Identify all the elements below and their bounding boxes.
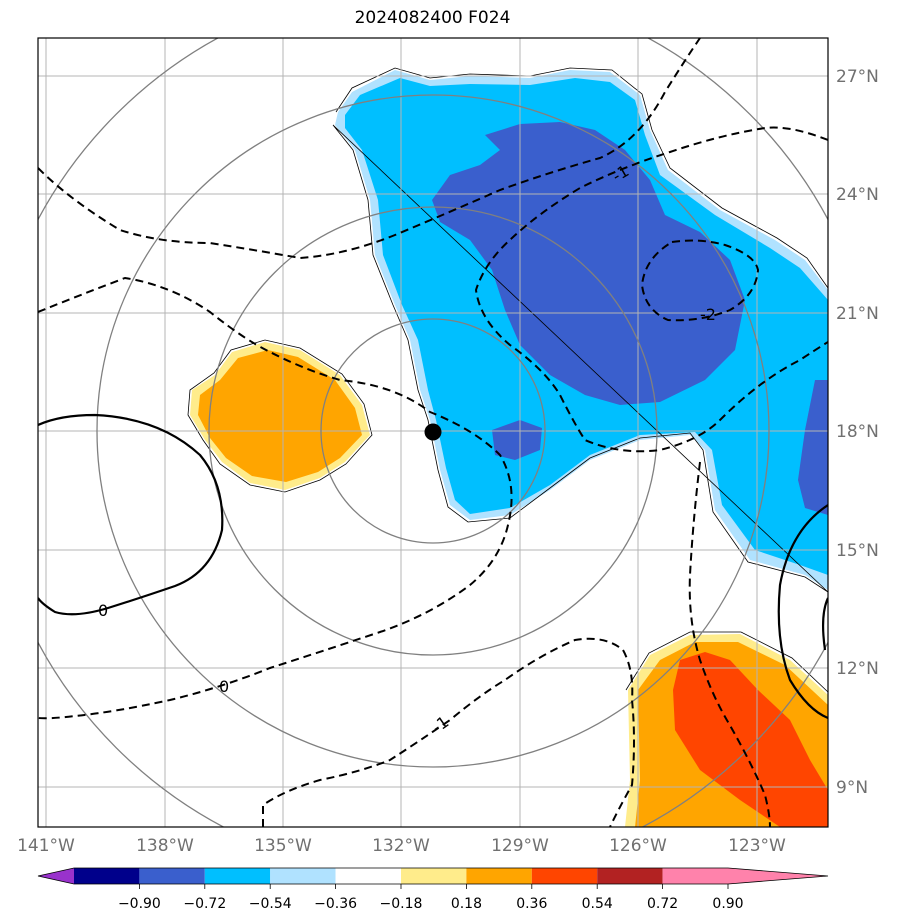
colorbar-segment	[270, 868, 336, 884]
lon-label-141w: 141°W	[17, 836, 75, 856]
lon-label-123w: 123°W	[728, 836, 786, 856]
lon-label-126w: 126°W	[609, 836, 667, 856]
colorbar-segment	[531, 868, 598, 884]
colorbar-segment	[597, 868, 663, 884]
colorbar-segment	[139, 868, 205, 884]
range-rings	[38, 38, 828, 827]
colorbar-tick-label: 0.54	[582, 896, 613, 912]
colorbar-segment	[401, 868, 467, 884]
contour-label-0-south: 0	[219, 677, 229, 696]
colorbar-segment	[335, 868, 401, 884]
colorbar-segment	[204, 868, 271, 884]
positive-anomaly-region	[190, 342, 828, 827]
colorbar-tick-label: −0.36	[314, 896, 357, 912]
colorbar-segment	[74, 868, 140, 884]
colorbar-extend-high	[728, 868, 828, 884]
contour-label-neg2: -2	[700, 305, 716, 324]
lat-label-12n: 12°N	[836, 659, 879, 679]
zero-contour-solid	[38, 413, 828, 720]
lat-label-24n: 24°N	[836, 185, 879, 205]
dashed-contours	[38, 38, 828, 827]
colorbar-ticks	[138, 884, 729, 889]
colorbar-extend-low	[38, 868, 74, 884]
colorbar: −0.90 −0.72 −0.54 −0.36 −0.18 0.18 0.36 …	[37, 867, 829, 912]
colorbar-tick-label: −0.72	[183, 896, 226, 912]
colorbar-tick-label: 0.36	[516, 896, 547, 912]
contour-label-0-west: 0	[98, 601, 108, 620]
negative-anomaly-region	[335, 70, 828, 590]
colorbar-tick-label: 0.90	[712, 896, 743, 912]
lon-label-132w: 132°W	[372, 836, 430, 856]
lon-label-129w: 129°W	[491, 836, 549, 856]
map-title: 2024082400 F024	[354, 8, 511, 28]
colorbar-segment	[662, 868, 728, 884]
map-frame	[37, 37, 829, 828]
lon-label-135w: 135°W	[254, 836, 312, 856]
lat-label-9n: 9°N	[836, 778, 868, 798]
contour-label-neg1-south: -1	[428, 712, 452, 737]
storm-center-marker	[424, 423, 442, 441]
field-outline	[187, 67, 828, 693]
lat-label-15n: 15°N	[836, 541, 879, 561]
colorbar-tick-label: −0.90	[118, 896, 161, 912]
colorbar-outline	[37, 867, 829, 885]
colorbar-tick-label: −0.54	[249, 896, 292, 912]
map-plot-area: 0 0 -1 -1 -2	[38, 38, 828, 827]
colorbar-segment	[466, 868, 532, 884]
lat-label-21n: 21°N	[836, 304, 879, 324]
lat-label-18n: 18°N	[836, 422, 879, 442]
colorbar-tick-label: 0.18	[451, 896, 482, 912]
longitude-labels: 141°W 138°W 135°W 132°W 129°W 126°W 123°…	[17, 836, 786, 856]
latitude-labels: 27°N 24°N 21°N 18°N 15°N 12°N 9°N	[836, 67, 879, 798]
lat-label-27n: 27°N	[836, 67, 879, 87]
lon-label-138w: 138°W	[136, 836, 194, 856]
colorbar-tick-label: −0.18	[380, 896, 423, 912]
colorbar-tick-label: 0.72	[647, 896, 678, 912]
